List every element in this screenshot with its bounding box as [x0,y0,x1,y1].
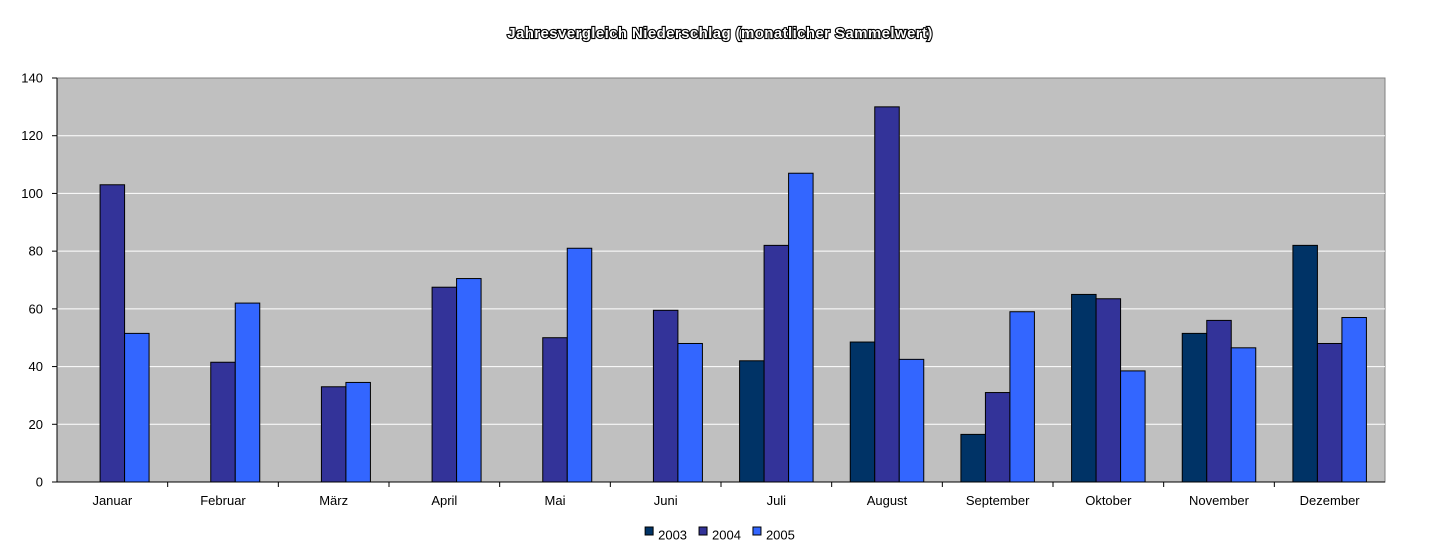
y-axis-ticks: 0 20 40 60 80 100 120 140 [21,71,57,490]
bar-2004-Oktober [1095,298,1122,483]
bars [99,106,1367,483]
legend-item-2003: 2003 [644,526,687,543]
y-tick-label: 60 [29,301,43,316]
bar-2004-März [320,386,347,483]
bar-2004-Februar [210,361,236,483]
x-tick-label: März [319,493,348,508]
y-tick-label: 40 [29,359,43,374]
bar-2005-Dezember [1341,317,1367,483]
legend-item-2005: 2005 [752,526,795,543]
bar-2004-Januar [99,184,126,483]
y-tick-label: 140 [21,71,43,86]
bar-2005-Juli [788,172,814,483]
bar-2004-Juni [652,309,679,483]
legend-swatch-2003 [644,526,654,536]
bar-2005-Februar [234,302,261,483]
legend-swatch-2005 [752,526,762,536]
legend-label-2004: 2004 [712,528,741,543]
bar-2004-Juli [763,244,790,483]
x-tick-label: Juli [767,493,787,508]
bar-2004-Dezember [1316,342,1343,483]
x-tick-label: Dezember [1300,493,1361,508]
plot-area [56,77,1386,483]
x-tick-label: November [1189,493,1250,508]
y-tick-label: 100 [21,186,43,201]
bar-2004-April [431,286,458,483]
bar-2005-Januar [124,332,150,483]
x-tick-label: Oktober [1085,493,1132,508]
bar-2003-November [1181,332,1208,483]
bar-2003-Oktober [1071,293,1097,483]
bar-2004-November [1206,319,1232,483]
bar-2005-November [1230,347,1257,483]
bar-2005-August [898,358,925,483]
x-tick-label: April [431,493,457,508]
legend-label-2003: 2003 [658,528,687,543]
x-tick-label: Januar [92,493,132,508]
legend: 2003 2004 2005 [644,526,795,543]
x-tick-label: September [966,493,1030,508]
bar-2003-Dezember [1292,244,1318,483]
bar-2005-Mai [566,247,593,483]
bar-2003-August [849,341,876,483]
bar-2005-September [1009,311,1035,483]
bar-2005-Juni [677,342,703,483]
bar-2004-August [874,106,900,483]
chart-title: Jahresvergleich Niederschlag (monatliche… [507,25,933,42]
y-tick-label: 120 [21,128,43,143]
x-tick-label: Februar [200,493,246,508]
bar-2005-April [456,278,482,483]
bar-2003-Juli [739,360,765,483]
bar-2004-Mai [542,337,568,483]
bar-2004-September [984,392,1011,483]
legend-item-2004: 2004 [698,526,741,543]
x-tick-label: August [867,493,908,508]
gridlines [57,135,1385,425]
y-tick-label: 0 [36,475,43,490]
legend-swatch-2004 [698,526,708,536]
x-tick-label: Juni [654,493,678,508]
bar-2003-September [960,433,986,483]
bar-2005-Oktober [1120,370,1146,483]
bar-2005-März [345,381,371,483]
x-axis-ticks: Januar Februar März April Mai Juni Juli August S… [92,482,1360,508]
legend-label-2005: 2005 [766,528,795,543]
y-tick-label: 80 [29,244,43,259]
x-tick-label: Mai [545,493,566,508]
y-tick-label: 20 [29,417,43,432]
